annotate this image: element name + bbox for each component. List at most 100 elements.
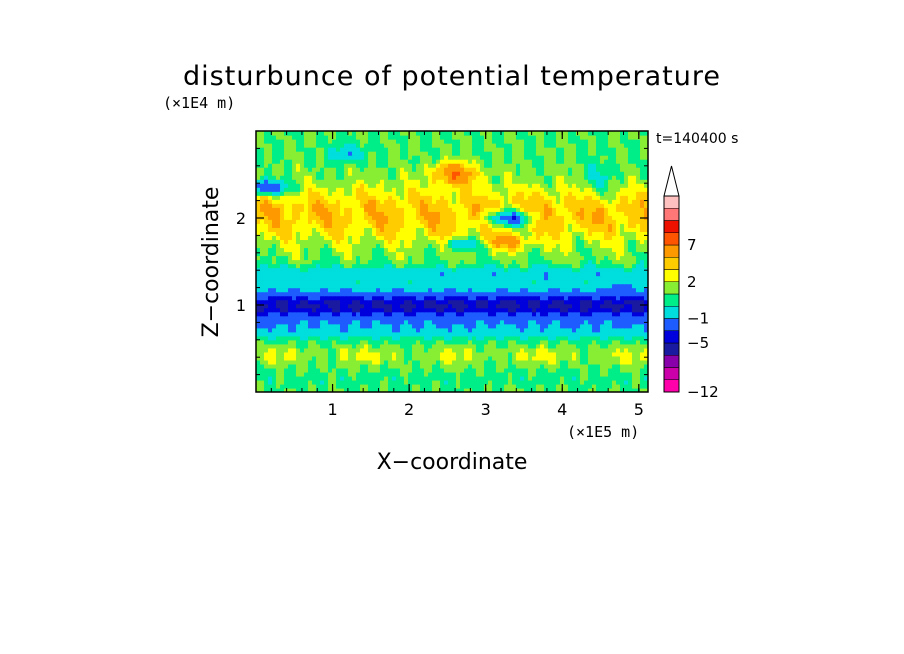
field-cell — [520, 327, 525, 333]
field-cell — [560, 287, 565, 293]
field-cell — [340, 363, 345, 369]
field-cell — [260, 387, 265, 392]
field-cell — [448, 343, 453, 349]
field-cell — [384, 227, 389, 232]
field-cell — [264, 239, 269, 245]
field-cell — [572, 271, 577, 277]
field-cell — [268, 375, 273, 381]
field-cell — [464, 219, 469, 224]
field-cell — [612, 227, 617, 232]
field-cell — [368, 275, 373, 281]
field-cell — [372, 235, 377, 241]
field-cell — [320, 263, 325, 269]
field-cell — [540, 263, 545, 269]
field-cell — [404, 283, 409, 289]
field-cell — [436, 347, 441, 353]
field-cell — [572, 355, 577, 361]
field-cell — [564, 351, 569, 357]
field-cell — [464, 283, 469, 289]
field-cell — [644, 367, 648, 373]
field-cell — [576, 207, 581, 212]
field-cell — [440, 379, 445, 385]
field-cell — [328, 299, 333, 305]
field-cell — [392, 347, 397, 353]
field-cell — [624, 327, 629, 333]
field-cell — [568, 327, 573, 333]
field-cell — [448, 251, 453, 257]
field-cell — [420, 355, 425, 361]
field-cell — [316, 307, 321, 313]
field-cell — [604, 239, 609, 245]
field-cell — [380, 247, 385, 253]
field-cell — [336, 251, 341, 257]
field-cell — [520, 231, 525, 236]
field-cell — [376, 351, 381, 357]
field-cell — [504, 375, 509, 381]
field-cell — [316, 303, 321, 309]
field-cell — [344, 263, 349, 269]
field-cell — [612, 355, 617, 361]
field-cell — [512, 303, 517, 309]
field-cell — [376, 195, 381, 200]
field-cell — [440, 307, 445, 313]
field-cell — [456, 279, 461, 285]
field-cell — [356, 367, 361, 373]
field-cell — [296, 331, 301, 337]
field-cell — [488, 299, 493, 305]
field-cell — [612, 255, 617, 261]
field-cell — [300, 247, 305, 253]
field-cell — [580, 255, 585, 261]
field-cell — [276, 351, 281, 357]
field-cell — [484, 223, 489, 228]
field-cell — [596, 259, 601, 265]
field-cell — [272, 303, 277, 309]
field-cell — [372, 343, 377, 349]
field-cell — [440, 287, 445, 293]
field-cell — [604, 343, 609, 349]
field-cell — [296, 251, 301, 257]
field-cell — [384, 275, 389, 281]
field-cell — [488, 267, 493, 273]
field-cell — [544, 383, 549, 389]
field-cell — [488, 343, 493, 349]
field-cell — [444, 355, 449, 361]
field-cell — [320, 343, 325, 349]
field-cell — [452, 335, 457, 341]
field-cell — [576, 347, 581, 353]
field-cell — [280, 315, 285, 321]
field-cell — [304, 251, 309, 257]
field-cell — [392, 207, 397, 212]
field-cell — [580, 263, 585, 269]
field-cell — [356, 339, 361, 345]
field-cell — [556, 307, 561, 313]
field-cell — [300, 383, 305, 389]
field-cell — [444, 259, 449, 265]
field-cell — [500, 319, 505, 325]
field-cell — [604, 203, 609, 208]
field-cell — [416, 355, 421, 361]
field-cell — [316, 375, 321, 381]
field-cell — [336, 319, 341, 325]
field-cell — [368, 363, 373, 369]
field-cell — [416, 383, 421, 389]
field-cell — [452, 307, 457, 313]
field-cell — [424, 247, 429, 253]
field-cell — [320, 275, 325, 281]
field-cell — [476, 279, 481, 285]
field-cell — [428, 215, 433, 220]
field-cell — [572, 207, 577, 212]
field-cell — [276, 279, 281, 285]
field-cell — [288, 371, 293, 377]
field-cell — [348, 275, 353, 281]
field-cell — [596, 315, 601, 321]
field-cell — [336, 303, 341, 309]
field-cell — [280, 259, 285, 265]
field-cell — [356, 279, 361, 285]
field-cell — [588, 263, 593, 269]
field-cell — [392, 379, 397, 385]
field-cell — [536, 207, 541, 212]
field-cell — [500, 387, 505, 392]
field-cell — [580, 231, 585, 236]
field-cell — [320, 191, 325, 196]
field-cell — [332, 355, 337, 361]
